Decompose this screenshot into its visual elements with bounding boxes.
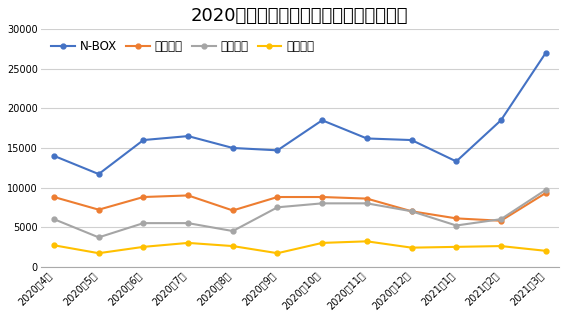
フィット xyxy=(50,195,57,199)
フリード xyxy=(453,224,460,227)
フィット xyxy=(363,197,370,201)
Line: N-BOX: N-BOX xyxy=(52,51,548,176)
ヴェゼル xyxy=(319,241,325,245)
ヴェゼル xyxy=(50,243,57,247)
N-BOX xyxy=(185,134,191,138)
フィット xyxy=(185,194,191,197)
フィット xyxy=(274,195,281,199)
フリード xyxy=(95,235,102,239)
Legend: N-BOX, フィット, フリード, ヴェゼル: N-BOX, フィット, フリード, ヴェゼル xyxy=(46,35,319,58)
ヴェゼル xyxy=(408,246,415,250)
フリード xyxy=(363,201,370,205)
ヴェゼル xyxy=(140,245,147,249)
フリード xyxy=(50,217,57,221)
Line: フィット: フィット xyxy=(52,190,548,223)
Title: 2020事業年度人気ホンダ車販売台数推移: 2020事業年度人気ホンダ車販売台数推移 xyxy=(191,7,409,25)
フィット xyxy=(542,191,549,195)
フィット xyxy=(319,195,325,199)
N-BOX xyxy=(274,149,281,152)
N-BOX xyxy=(50,154,57,158)
N-BOX xyxy=(140,138,147,142)
ヴェゼル xyxy=(498,244,504,248)
ヴェゼル xyxy=(229,244,236,248)
フリード xyxy=(140,221,147,225)
ヴェゼル xyxy=(95,251,102,255)
フリード xyxy=(274,205,281,209)
N-BOX xyxy=(498,118,504,122)
N-BOX xyxy=(95,172,102,176)
フィット xyxy=(229,209,236,212)
フリード xyxy=(408,209,415,213)
N-BOX xyxy=(363,136,370,140)
フリード xyxy=(542,188,549,192)
N-BOX xyxy=(453,160,460,163)
ヴェゼル xyxy=(453,245,460,249)
フリード xyxy=(185,221,191,225)
ヴェゼル xyxy=(363,239,370,243)
N-BOX xyxy=(408,138,415,142)
ヴェゼル xyxy=(274,251,281,255)
フリード xyxy=(229,229,236,233)
フィット xyxy=(453,217,460,220)
N-BOX xyxy=(229,146,236,150)
フリード xyxy=(498,217,504,221)
Line: ヴェゼル: ヴェゼル xyxy=(52,239,548,256)
フィット xyxy=(408,209,415,213)
フィット xyxy=(140,195,147,199)
N-BOX xyxy=(542,51,549,55)
フィット xyxy=(95,208,102,211)
ヴェゼル xyxy=(185,241,191,245)
Line: フリード: フリード xyxy=(52,188,548,240)
N-BOX xyxy=(319,118,325,122)
フリード xyxy=(319,201,325,205)
フィット xyxy=(498,219,504,223)
ヴェゼル xyxy=(542,249,549,253)
